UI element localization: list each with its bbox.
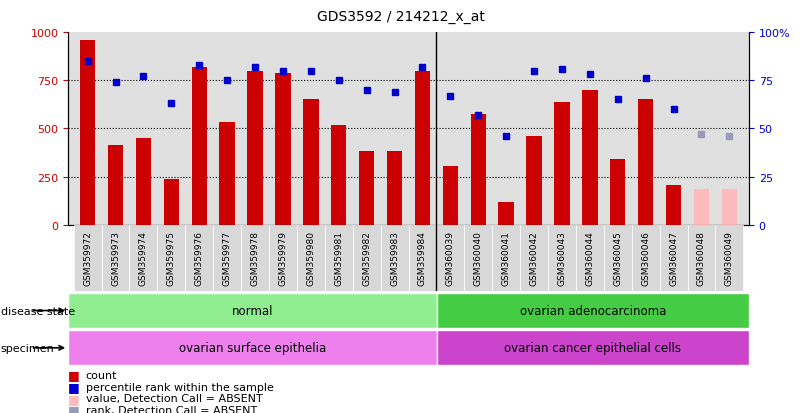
Bar (610, 160, 626, 225)
FancyBboxPatch shape (604, 225, 632, 291)
FancyBboxPatch shape (437, 225, 465, 291)
Text: GSM360049: GSM360049 (725, 230, 734, 285)
FancyBboxPatch shape (324, 225, 352, 291)
Bar (108, 145, 123, 225)
FancyBboxPatch shape (157, 225, 185, 291)
Bar (80, 41, 95, 225)
FancyBboxPatch shape (185, 225, 213, 291)
Bar (437, 330, 749, 366)
Text: GSM360046: GSM360046 (641, 230, 650, 285)
Text: GSM360041: GSM360041 (501, 230, 511, 285)
Text: GDS3592 / 214212_x_at: GDS3592 / 214212_x_at (316, 10, 485, 24)
FancyBboxPatch shape (520, 225, 548, 291)
Text: GSM359980: GSM359980 (306, 230, 316, 285)
FancyBboxPatch shape (269, 225, 297, 291)
Text: value, Detection Call = ABSENT: value, Detection Call = ABSENT (86, 393, 263, 403)
Text: GSM360040: GSM360040 (473, 230, 483, 285)
FancyBboxPatch shape (352, 225, 380, 291)
Text: GSM359978: GSM359978 (251, 230, 260, 285)
Text: GSM360043: GSM360043 (557, 230, 566, 285)
Text: GSM360042: GSM360042 (529, 230, 538, 285)
Bar (582, 91, 598, 225)
FancyBboxPatch shape (241, 225, 269, 291)
Text: GSM360045: GSM360045 (614, 230, 622, 285)
Text: GSM359982: GSM359982 (362, 230, 371, 285)
Text: GSM359973: GSM359973 (111, 230, 120, 285)
Bar (387, 151, 402, 225)
Text: GSM359979: GSM359979 (279, 230, 288, 285)
Text: count: count (86, 370, 117, 380)
FancyBboxPatch shape (715, 225, 743, 291)
FancyBboxPatch shape (632, 225, 660, 291)
Text: ■: ■ (68, 392, 80, 405)
Bar (443, 166, 458, 225)
Bar (359, 151, 374, 225)
Bar (68, 330, 437, 366)
Bar (722, 190, 737, 225)
Text: ■: ■ (68, 403, 80, 413)
Bar (498, 202, 514, 225)
FancyBboxPatch shape (493, 225, 520, 291)
FancyBboxPatch shape (380, 225, 409, 291)
Bar (437, 293, 749, 328)
FancyBboxPatch shape (465, 225, 493, 291)
Text: GSM359977: GSM359977 (223, 230, 231, 285)
Text: ■: ■ (68, 368, 80, 382)
Bar (276, 74, 291, 225)
Bar (694, 190, 709, 225)
Text: GSM359981: GSM359981 (334, 230, 344, 285)
Text: GSM359972: GSM359972 (83, 230, 92, 285)
Text: disease state: disease state (1, 306, 75, 316)
Bar (191, 68, 207, 225)
Text: GSM359983: GSM359983 (390, 230, 399, 285)
FancyBboxPatch shape (74, 225, 102, 291)
Bar (331, 125, 346, 225)
Bar (415, 71, 430, 225)
Text: GSM359975: GSM359975 (167, 230, 176, 285)
Text: ovarian cancer epithelial cells: ovarian cancer epithelial cells (505, 342, 682, 354)
Text: ovarian surface epithelia: ovarian surface epithelia (179, 342, 326, 354)
Bar (163, 180, 179, 225)
FancyBboxPatch shape (548, 225, 576, 291)
Text: GSM359974: GSM359974 (139, 230, 148, 285)
Bar (666, 186, 682, 225)
Text: GSM360039: GSM360039 (446, 230, 455, 285)
FancyBboxPatch shape (213, 225, 241, 291)
Bar (554, 103, 570, 225)
Bar (219, 122, 235, 225)
Text: GSM360048: GSM360048 (697, 230, 706, 285)
Text: percentile rank within the sample: percentile rank within the sample (86, 382, 274, 392)
Bar (248, 71, 263, 225)
FancyBboxPatch shape (102, 225, 130, 291)
Bar (135, 139, 151, 225)
FancyBboxPatch shape (687, 225, 715, 291)
FancyBboxPatch shape (576, 225, 604, 291)
Bar (471, 115, 486, 225)
FancyBboxPatch shape (409, 225, 437, 291)
Text: ovarian adenocarcinoma: ovarian adenocarcinoma (520, 304, 666, 317)
FancyBboxPatch shape (297, 225, 324, 291)
Text: specimen: specimen (1, 343, 54, 353)
Text: normal: normal (231, 304, 273, 317)
FancyBboxPatch shape (130, 225, 157, 291)
Text: GSM360044: GSM360044 (586, 230, 594, 285)
Bar (526, 137, 541, 225)
Text: rank, Detection Call = ABSENT: rank, Detection Call = ABSENT (86, 405, 257, 413)
Text: GSM359984: GSM359984 (418, 230, 427, 285)
Text: GSM359976: GSM359976 (195, 230, 203, 285)
FancyBboxPatch shape (660, 225, 687, 291)
Text: ■: ■ (68, 380, 80, 393)
Text: GSM360047: GSM360047 (669, 230, 678, 285)
Bar (303, 100, 319, 225)
Bar (638, 100, 654, 225)
Bar (68, 293, 437, 328)
